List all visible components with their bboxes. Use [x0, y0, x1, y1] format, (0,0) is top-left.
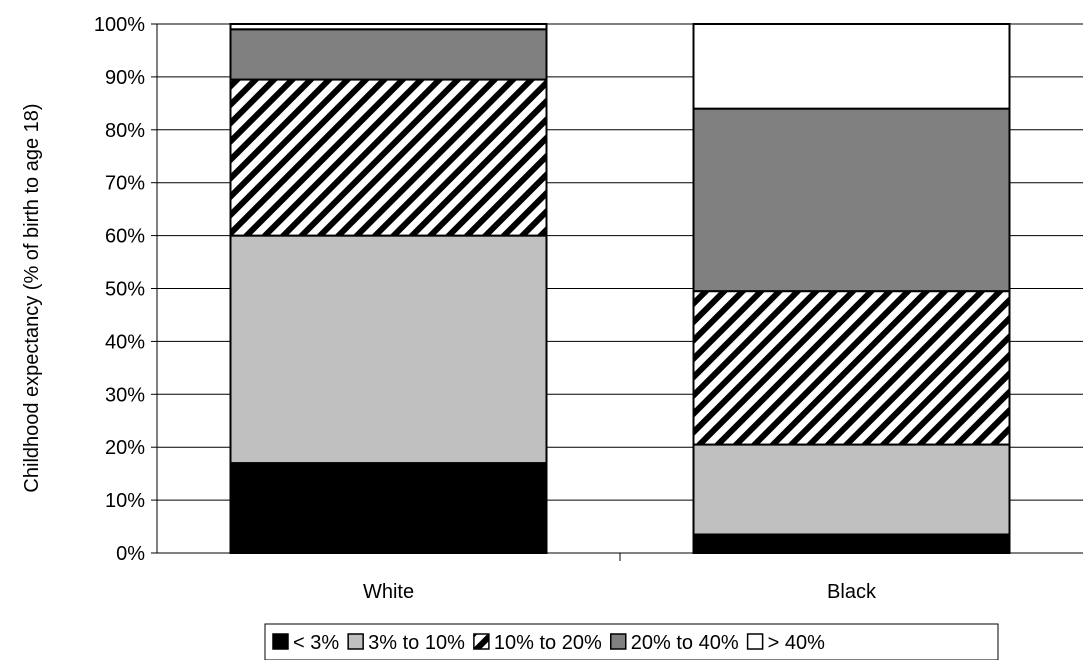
bars	[229, 23, 1011, 555]
y-tick-label: 10%	[105, 490, 145, 512]
legend-swatch	[272, 633, 289, 650]
bar-segment	[692, 533, 1011, 554]
bar-segment	[692, 107, 1011, 293]
y-tick-label: 80%	[105, 120, 145, 142]
x-category-label: Black	[827, 581, 877, 603]
legend-swatch	[610, 633, 627, 650]
bar-segment	[229, 462, 548, 555]
x-category-label: White	[363, 581, 414, 603]
legend-label: < 3%	[293, 632, 339, 654]
bar-segment	[229, 23, 548, 31]
y-tick-label: 90%	[105, 67, 145, 89]
y-tick-label: 70%	[105, 173, 145, 195]
y-tick-label: 20%	[105, 437, 145, 459]
legend-label: 20% to 40%	[631, 632, 739, 654]
bar-segment	[229, 78, 548, 237]
legend: < 3% 3% to 10% 10% to 20% 20% to 40% > 40%	[264, 623, 999, 660]
y-tick-label: 50%	[105, 279, 145, 301]
bar-segment	[692, 443, 1011, 536]
y-axis-title: Childhood expectancy (% of birth to age …	[21, 103, 43, 492]
y-tick-label: 0%	[116, 543, 145, 565]
legend-label: 10% to 20%	[494, 632, 602, 654]
legend-box	[264, 623, 999, 660]
legend-swatch	[746, 633, 764, 650]
legend-swatch	[473, 633, 490, 650]
y-tick-label: 100%	[94, 14, 145, 36]
legend-label: 3% to 10%	[368, 632, 465, 654]
bar-segment	[229, 234, 548, 465]
y-tick-label: 40%	[105, 331, 145, 353]
bar-segment	[692, 290, 1011, 446]
bar-segment	[692, 23, 1011, 110]
bar-segment	[229, 28, 548, 81]
y-tick-label: 60%	[105, 226, 145, 248]
legend-label: > 40%	[768, 632, 825, 654]
legend-swatch	[347, 633, 364, 650]
y-tick-label: 30%	[105, 384, 145, 406]
axes: 0% 10% 20% 30% 40% 50% 60% 70% 80% 90% 100% White Bl…	[94, 14, 1083, 603]
